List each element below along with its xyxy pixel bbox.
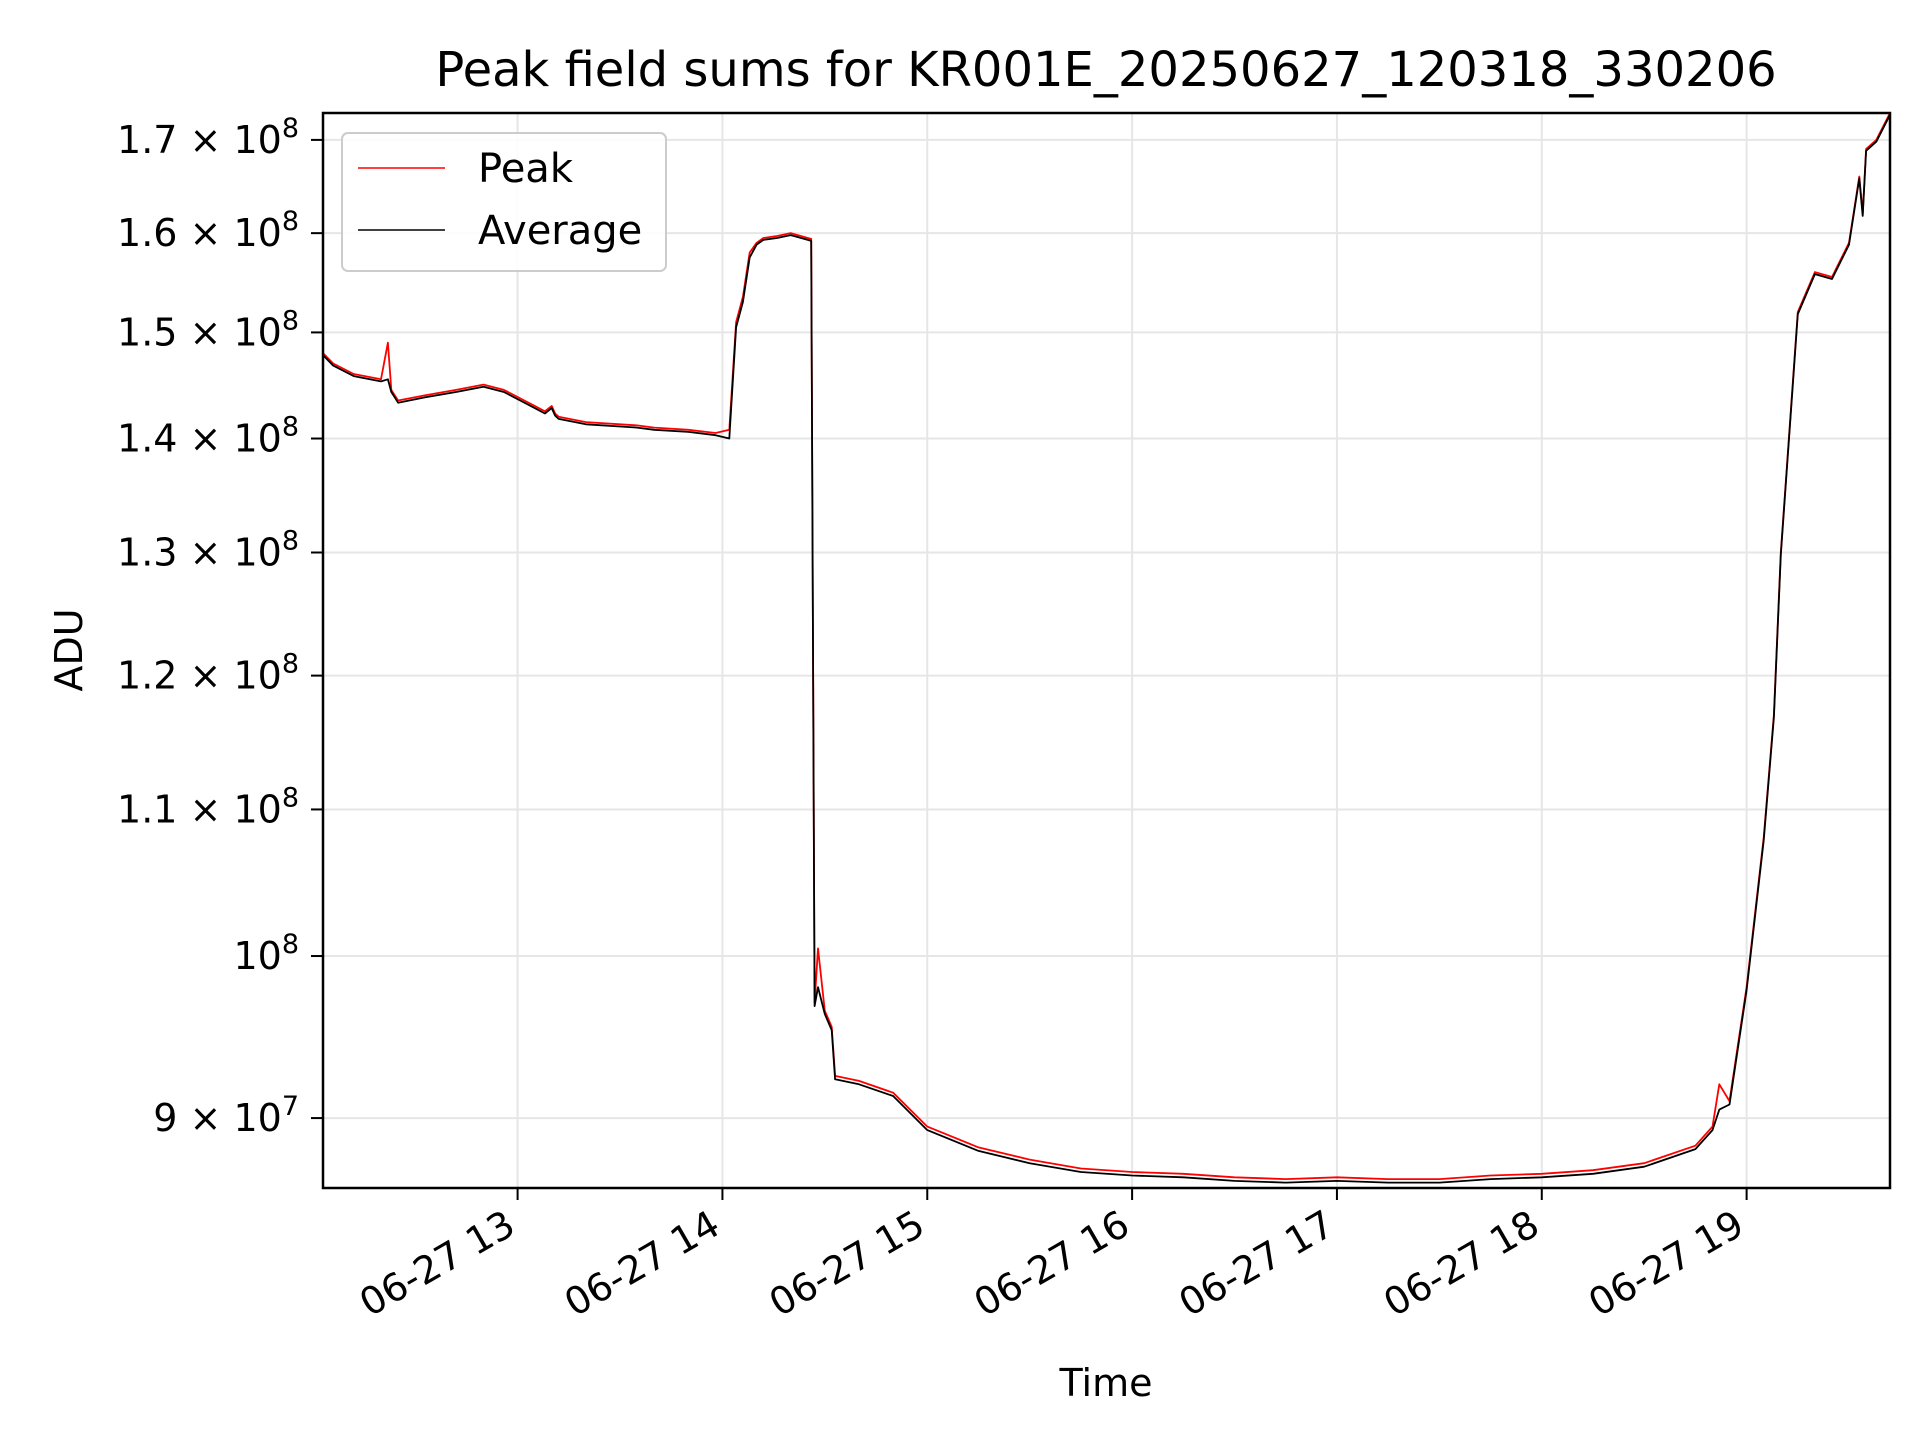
gridlines bbox=[323, 113, 1890, 1188]
y-tick-label: 9 × 107 bbox=[153, 1091, 299, 1140]
series-line-average bbox=[322, 114, 1891, 1184]
legend-label-average: Average bbox=[478, 208, 642, 254]
y-tick-label: 1.7 × 108 bbox=[117, 113, 299, 162]
y-tick-label: 1.5 × 108 bbox=[117, 305, 299, 354]
y-tick-label: 1.2 × 108 bbox=[117, 649, 299, 698]
series-layer bbox=[322, 112, 1891, 1184]
y-tick-label: 1.3 × 108 bbox=[117, 526, 299, 575]
y-tick-label: 1.1 × 108 bbox=[117, 782, 299, 831]
x-axis-title: Time bbox=[1059, 1361, 1153, 1405]
y-axis-title: ADU bbox=[47, 608, 91, 691]
y-tick-label: 1.6 × 108 bbox=[117, 206, 299, 255]
plot-frame bbox=[321, 111, 1892, 1190]
y-tick-label: 108 bbox=[233, 929, 299, 978]
y-axis: 9 × 107 108 1.1 × 108 1.2 × 108 1.3 × 108 1.4… bbox=[117, 113, 323, 1140]
y-tick-label: 1.4 × 108 bbox=[117, 412, 299, 461]
legend-label-peak: Peak bbox=[478, 146, 574, 192]
legend: Peak Average bbox=[341, 132, 667, 272]
chart-title: Peak field sums for KR001E_20250627_1203… bbox=[435, 42, 1776, 98]
